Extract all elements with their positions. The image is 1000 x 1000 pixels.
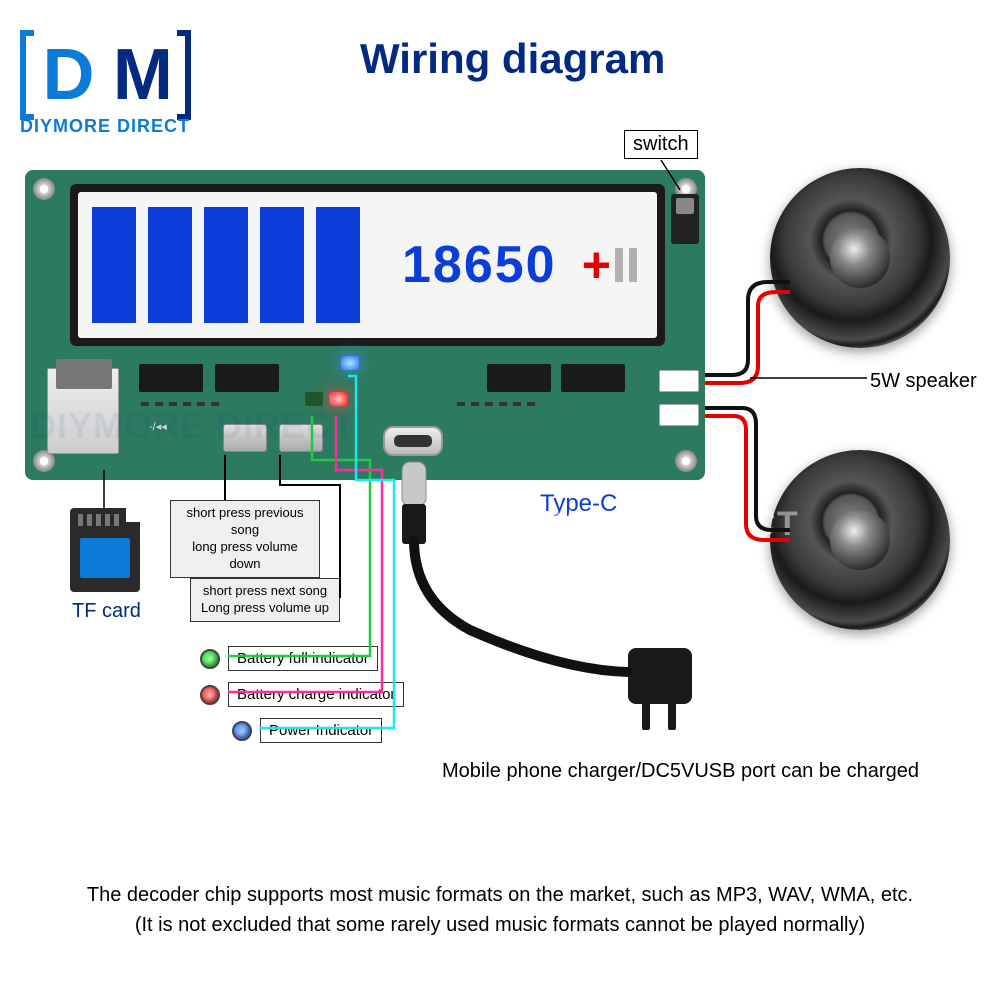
indicator-power-row: Power Indicator: [232, 718, 382, 743]
switch-label: switch: [624, 130, 698, 159]
lcd-bar: [92, 207, 136, 323]
led-red-icon: [200, 685, 220, 705]
power-switch[interactable]: [671, 194, 699, 244]
charger-label: Mobile phone charger/DC5VUSB port can be…: [442, 760, 919, 783]
indicator-charge-label: Battery charge indicator: [228, 682, 404, 707]
ic-chip: [215, 364, 279, 392]
screw-icon: [33, 178, 55, 200]
battery-contact: [629, 248, 637, 282]
watermark: DIYMORE DIRECT: [30, 405, 356, 447]
brand-logo: D M DIYMORE DIRECT: [20, 30, 191, 137]
indicator-full-label: Battery full indicator: [228, 646, 378, 671]
led-blue-icon: [232, 721, 252, 741]
ic-chip: [139, 364, 203, 392]
lcd-bar: [260, 207, 304, 323]
smd-row: [457, 402, 535, 406]
page-title: Wiring diagram: [360, 35, 665, 83]
lcd-bar: [204, 207, 248, 323]
ic-chip: [487, 364, 551, 392]
charge-led: [329, 392, 347, 406]
lcd-frame: 18650 +: [70, 184, 665, 346]
lcd-display: 18650 +: [78, 192, 657, 338]
tf-card-label: TF card: [72, 600, 141, 623]
indicator-power-label: Power Indicator: [260, 718, 382, 743]
led-green-icon: [200, 649, 220, 669]
battery-contact: [615, 248, 623, 282]
lcd-bar: [316, 207, 360, 323]
lcd-bar: [148, 207, 192, 323]
usb-c-port[interactable]: [383, 426, 443, 456]
power-led: [341, 356, 359, 370]
indicator-charge-row: Battery charge indicator: [200, 682, 404, 707]
prev-button-note: short press previous songlong press volu…: [170, 500, 320, 578]
footer-note: The decoder chip supports most music for…: [60, 880, 940, 940]
footer-line-2: (It is not excluded that some rarely use…: [60, 910, 940, 940]
next-button-note: short press next songLong press volume u…: [190, 578, 340, 622]
tf-card-icon: [70, 508, 140, 592]
logo-d: D: [42, 35, 94, 115]
logo-m: M: [113, 35, 173, 115]
speaker-label: 5W speaker: [870, 370, 977, 393]
logo-subtitle: DIYMORE DIRECT: [20, 116, 191, 137]
full-led: [305, 392, 323, 406]
speaker-top: [770, 168, 950, 348]
wall-charger: [628, 648, 692, 704]
indicator-full-row: Battery full indicator: [200, 646, 378, 671]
polarity-plus: +: [582, 236, 611, 294]
lcd-text: 18650: [402, 235, 557, 295]
footer-line-1: The decoder chip supports most music for…: [60, 880, 940, 910]
watermark: DIYMORE DIRECT: [490, 505, 799, 544]
ic-chip: [561, 364, 625, 392]
